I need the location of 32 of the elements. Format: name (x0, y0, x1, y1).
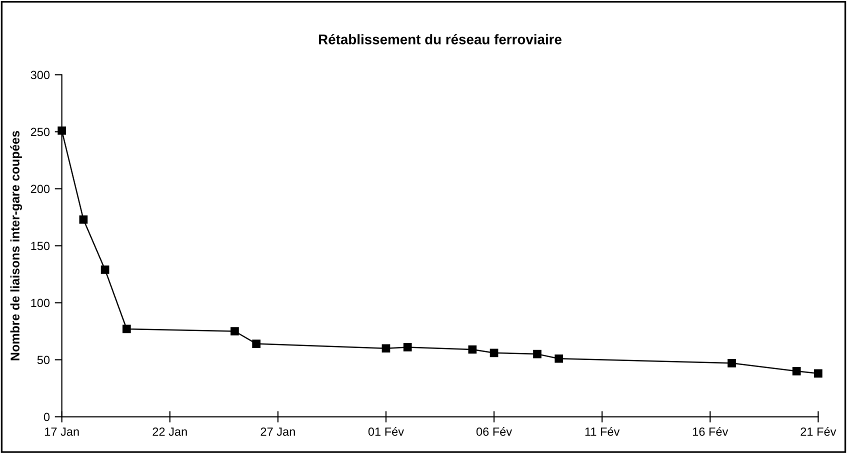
point (554, 354, 564, 363)
point (490, 348, 498, 358)
x-tick-label: 11 Fév (585, 427, 620, 436)
y-tick-label: 0 (44, 412, 50, 422)
y-tick-label: 50 (37, 356, 50, 364)
point (533, 350, 542, 358)
chart-title: Rétablissement du réseau ferroviaire (318, 34, 562, 44)
point (58, 126, 66, 135)
x-tick-label: 27 Jan (260, 427, 295, 436)
y-tick-label: 300 (30, 70, 50, 80)
point (230, 327, 239, 336)
point (814, 369, 822, 378)
y-tick-label: 100 (31, 298, 50, 308)
point (79, 215, 88, 224)
point (382, 344, 390, 353)
x-tick-label: 01 Fév (368, 427, 404, 436)
point (100, 266, 110, 274)
point (468, 345, 477, 354)
x-tick-label: 16 Fév (693, 427, 728, 436)
x-tick-label: 17 Jan (45, 428, 79, 436)
x-tick-label: 21 Fév (800, 427, 836, 436)
y-tick-label: 200 (30, 184, 50, 194)
point (792, 366, 801, 376)
point (122, 324, 131, 334)
point (252, 340, 260, 348)
y-tick-label: 150 (31, 242, 50, 250)
point (403, 343, 412, 352)
y-axis-title: Nombre de liaisons inter-gare coupées (10, 130, 22, 360)
y-tick-label: 250 (30, 128, 50, 136)
x-tick-label: 22 Jan (152, 427, 187, 436)
x-tick-label: 06 Fév (476, 427, 512, 436)
point (728, 359, 736, 368)
